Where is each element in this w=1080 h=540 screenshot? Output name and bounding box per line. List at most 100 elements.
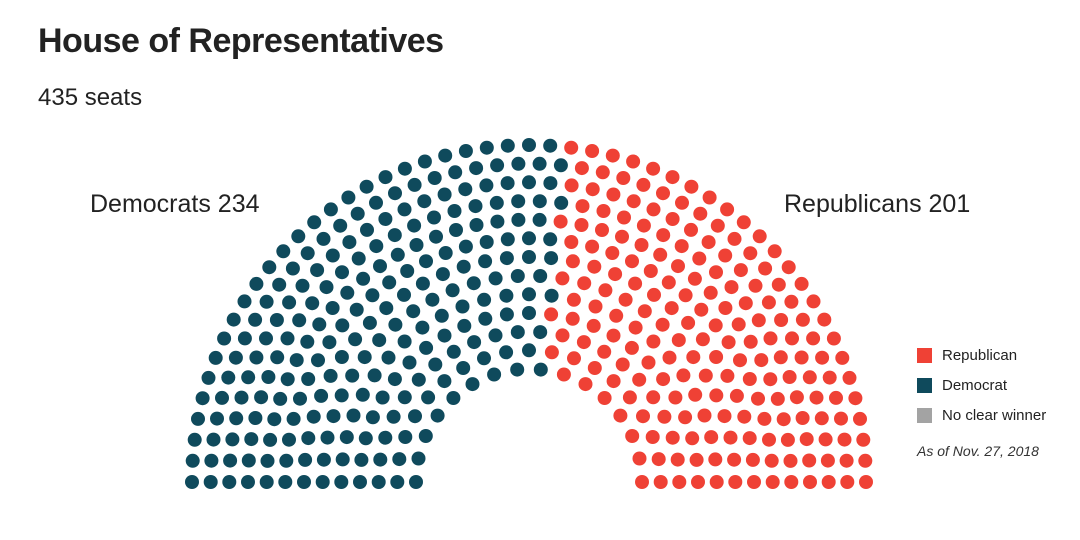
- seat-democrat: [438, 148, 453, 163]
- seat-democrat: [479, 178, 494, 193]
- seat-republican: [718, 301, 733, 315]
- seat-democrat: [407, 177, 422, 192]
- seat-democrat: [346, 408, 361, 423]
- seat-democrat: [418, 429, 433, 443]
- seat-republican: [701, 235, 716, 250]
- seat-democrat: [437, 328, 452, 343]
- seat-democrat: [286, 411, 301, 426]
- seat-republican: [738, 296, 753, 311]
- seat-democrat: [276, 244, 291, 259]
- legend-label: Democrat: [942, 376, 1008, 394]
- seat-republican: [625, 429, 640, 443]
- seat-republican: [596, 204, 611, 218]
- seat-democrat: [467, 335, 482, 350]
- seat-republican: [686, 350, 701, 365]
- seat-democrat: [449, 223, 463, 237]
- seat-democrat: [310, 263, 325, 278]
- seat-republican: [587, 361, 602, 375]
- seat-republican: [605, 148, 620, 163]
- seat-democrat: [334, 350, 349, 364]
- seat-republican: [685, 431, 700, 446]
- seat-democrat: [217, 331, 232, 346]
- seat-republican: [856, 432, 871, 447]
- seat-republican: [653, 247, 668, 262]
- seat-democrat: [223, 453, 238, 468]
- seat-democrat: [388, 186, 402, 201]
- seat-republican: [763, 331, 778, 346]
- seat-republican: [628, 320, 643, 335]
- seat-republican: [724, 280, 739, 295]
- seat-republican: [676, 368, 691, 383]
- seat-republican: [675, 195, 689, 210]
- seat-republican: [626, 154, 641, 169]
- seat-democrat: [345, 368, 360, 383]
- seat-republican: [695, 332, 710, 347]
- seat-democrat: [293, 391, 307, 406]
- seat-democrat: [397, 390, 412, 405]
- seat-democrat: [365, 288, 380, 303]
- seat-democrat: [488, 328, 503, 343]
- seat-republican: [704, 430, 719, 445]
- seat-democrat: [273, 391, 288, 406]
- republican-swatch: [917, 347, 932, 363]
- seat-democrat: [510, 362, 525, 377]
- seat-republican: [634, 238, 649, 252]
- seat-republican: [826, 331, 841, 346]
- seat-republican: [585, 144, 600, 158]
- seat-republican: [829, 390, 843, 405]
- seat-democrat: [428, 357, 443, 372]
- seat-democrat: [427, 210, 441, 225]
- seat-democrat: [446, 391, 461, 405]
- seat-democrat: [263, 432, 278, 447]
- seat-democrat: [390, 247, 405, 262]
- seat-republican: [782, 370, 797, 384]
- seat-democrat: [382, 275, 397, 290]
- seat-democrat: [499, 288, 514, 303]
- seat-republican: [765, 475, 780, 489]
- seat-democrat: [411, 451, 426, 466]
- seat-democrat: [500, 232, 515, 247]
- seat-democrat: [379, 301, 394, 316]
- seat-democrat: [259, 294, 274, 309]
- seat-republican: [859, 475, 873, 489]
- seat-democrat: [241, 475, 255, 489]
- seat-republican: [697, 408, 712, 423]
- seat-republican: [566, 292, 581, 307]
- seat-democrat: [500, 176, 515, 191]
- seat-democrat: [456, 259, 471, 274]
- seat-republican: [720, 368, 735, 383]
- seat-democrat: [354, 452, 369, 467]
- seat-democrat: [477, 351, 491, 366]
- seat-democrat: [185, 475, 199, 489]
- seat-democrat: [278, 475, 293, 489]
- seat-republican: [585, 182, 600, 197]
- seat-democrat: [522, 343, 536, 358]
- seat-democrat: [419, 340, 434, 355]
- seat-democrat: [511, 212, 526, 227]
- seat-democrat: [469, 161, 484, 176]
- seat-democrat: [187, 432, 202, 447]
- seat-democrat: [421, 390, 436, 405]
- seat-democrat: [228, 350, 243, 365]
- seat-democrat: [522, 287, 536, 302]
- seat-republican: [588, 299, 603, 314]
- seat-republican: [635, 475, 649, 489]
- seat-democrat: [511, 194, 526, 209]
- seat-republican: [834, 411, 848, 426]
- seat-count: 435 seats: [38, 84, 143, 111]
- democrats-label: Democrats 234: [90, 190, 260, 218]
- seat-democrat: [325, 301, 340, 315]
- seat-democrat: [417, 194, 432, 209]
- seat-democrat: [300, 246, 315, 261]
- seat-republican: [564, 235, 579, 249]
- seat-democrat: [522, 306, 536, 320]
- seat-democrat: [446, 344, 461, 359]
- seat-republican: [752, 229, 767, 244]
- seat-democrat: [386, 409, 401, 424]
- seat-republican: [802, 370, 817, 385]
- seat-democrat: [553, 158, 568, 173]
- seat-republican: [692, 251, 707, 266]
- seat-democrat: [311, 353, 325, 368]
- seat-democrat: [544, 288, 559, 303]
- seat-republican: [818, 432, 833, 447]
